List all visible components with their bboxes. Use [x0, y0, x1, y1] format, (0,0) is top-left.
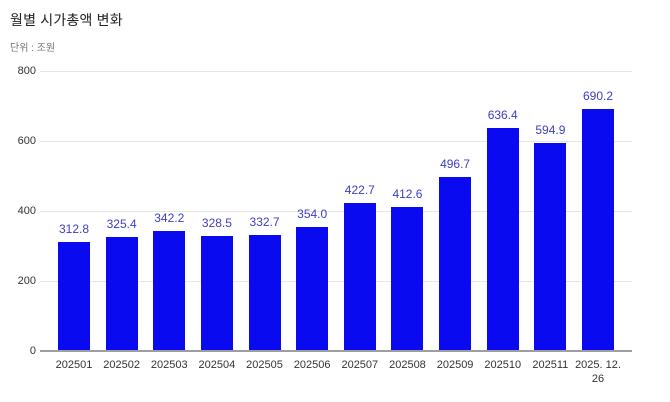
bar-2025. 12. 26[interactable]: [582, 109, 614, 351]
bar-202506[interactable]: [296, 227, 329, 351]
plot-area: 312.8 325.4 342.2 328.5 332.7 354.0 422.7 412.6…: [40, 71, 632, 352]
bar-value-label: 312.8: [58, 221, 90, 236]
bar-202502[interactable]: [105, 237, 138, 351]
x-axis-tick-label: 202507: [341, 359, 379, 371]
x-axis-tick-label: 202501: [55, 359, 93, 371]
bar-202507[interactable]: [343, 203, 376, 351]
chart-unit-label: 단위 : 조원: [10, 43, 56, 54]
x-axis-baseline: [40, 350, 632, 352]
bar-value-label: 325.4: [106, 217, 137, 232]
gridline: [40, 141, 632, 142]
x-axis-tick-label: 202504: [198, 359, 236, 371]
y-axis-tick-label: 200: [17, 275, 36, 287]
gridline: [40, 211, 632, 212]
bar-202503[interactable]: [153, 231, 186, 351]
bar-value-label: 328.5: [201, 216, 232, 231]
y-axis-tick-label: 800: [17, 65, 36, 77]
bar-value-label: 342.2: [154, 211, 185, 226]
gridline: [40, 281, 632, 282]
x-axis-tick-label: 202503: [150, 359, 188, 371]
bar-202508[interactable]: [391, 206, 424, 351]
bar-202504[interactable]: [200, 236, 233, 351]
bar-value-label: 332.7: [249, 214, 280, 229]
bar-value-label: 594.9: [535, 122, 566, 137]
chart-title: 월별 시가총액 변화: [10, 12, 123, 28]
bar-202505[interactable]: [248, 234, 281, 351]
bar-202501[interactable]: [58, 241, 90, 351]
bar-value-label: 354.0: [297, 207, 328, 222]
y-axis-tick-label: 0: [29, 345, 36, 357]
gridline: [40, 71, 632, 72]
x-axis-tick-label: 202505: [246, 359, 283, 371]
bar-value-label: 422.7: [344, 183, 375, 198]
x-axis-tick-label: 202510: [484, 359, 522, 371]
bar-202511[interactable]: [534, 142, 567, 351]
y-axis-tick-label: 400: [17, 205, 36, 217]
x-axis-tick-label: 202508: [389, 359, 426, 371]
x-axis-tick-label: 202509: [436, 359, 474, 371]
bar-value-label: 412.6: [392, 186, 423, 201]
x-axis-tick-label: 202506: [293, 359, 331, 371]
x-axis-tick-label: 202511: [532, 359, 569, 371]
bar-202509[interactable]: [439, 177, 472, 351]
y-axis-tick-label: 600: [17, 135, 36, 147]
x-axis-tick-label: 2025. 12. 26: [575, 359, 621, 385]
bar-value-label: 690.2: [582, 89, 614, 104]
x-axis-tick-label: 202502: [103, 359, 140, 371]
bar-202510[interactable]: [486, 128, 519, 351]
bar-value-label: 496.7: [440, 157, 471, 172]
bar-value-label: 636.4: [487, 108, 518, 123]
